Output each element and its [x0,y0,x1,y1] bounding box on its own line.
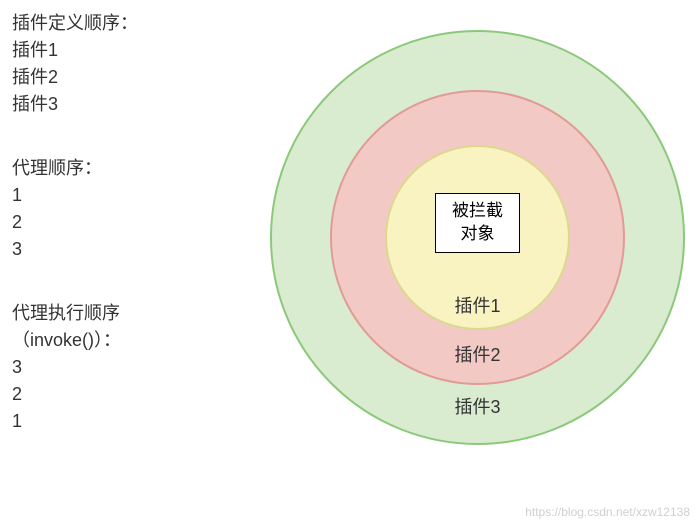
proxy-item: 1 [12,182,102,209]
execution-item: 1 [12,408,121,435]
ring-label-3: 插件1 [454,292,500,318]
proxy-item: 3 [12,236,102,263]
execution-subtitle: （invoke()）： [12,327,121,354]
execution-item: 3 [12,354,121,381]
center-line1: 被拦截 [452,200,503,222]
execution-title: 代理执行顺序 [12,300,121,327]
definition-title: 插件定义顺序： [12,10,138,37]
execution-item: 2 [12,381,121,408]
definition-order-section: 插件定义顺序：插件1插件2插件3 [12,10,138,118]
execution-order-section: 代理执行顺序（invoke()）：321 [12,300,121,435]
definition-item: 插件1 [12,37,138,64]
proxy-title: 代理顺序： [12,155,102,182]
concentric-diagram: 插件3 插件2 插件1 被拦截对象 [270,30,685,445]
definition-item: 插件3 [12,91,138,118]
center-line2: 对象 [461,223,495,245]
proxy-order-section: 代理顺序：123 [12,155,102,263]
ring-label-1: 插件3 [454,393,500,419]
proxy-item: 2 [12,209,102,236]
ring-label-2: 插件2 [454,341,500,367]
watermark-text: https://blog.csdn.net/xzw12138 [525,505,690,519]
intercepted-object-box: 被拦截对象 [435,193,520,253]
definition-item: 插件2 [12,64,138,91]
